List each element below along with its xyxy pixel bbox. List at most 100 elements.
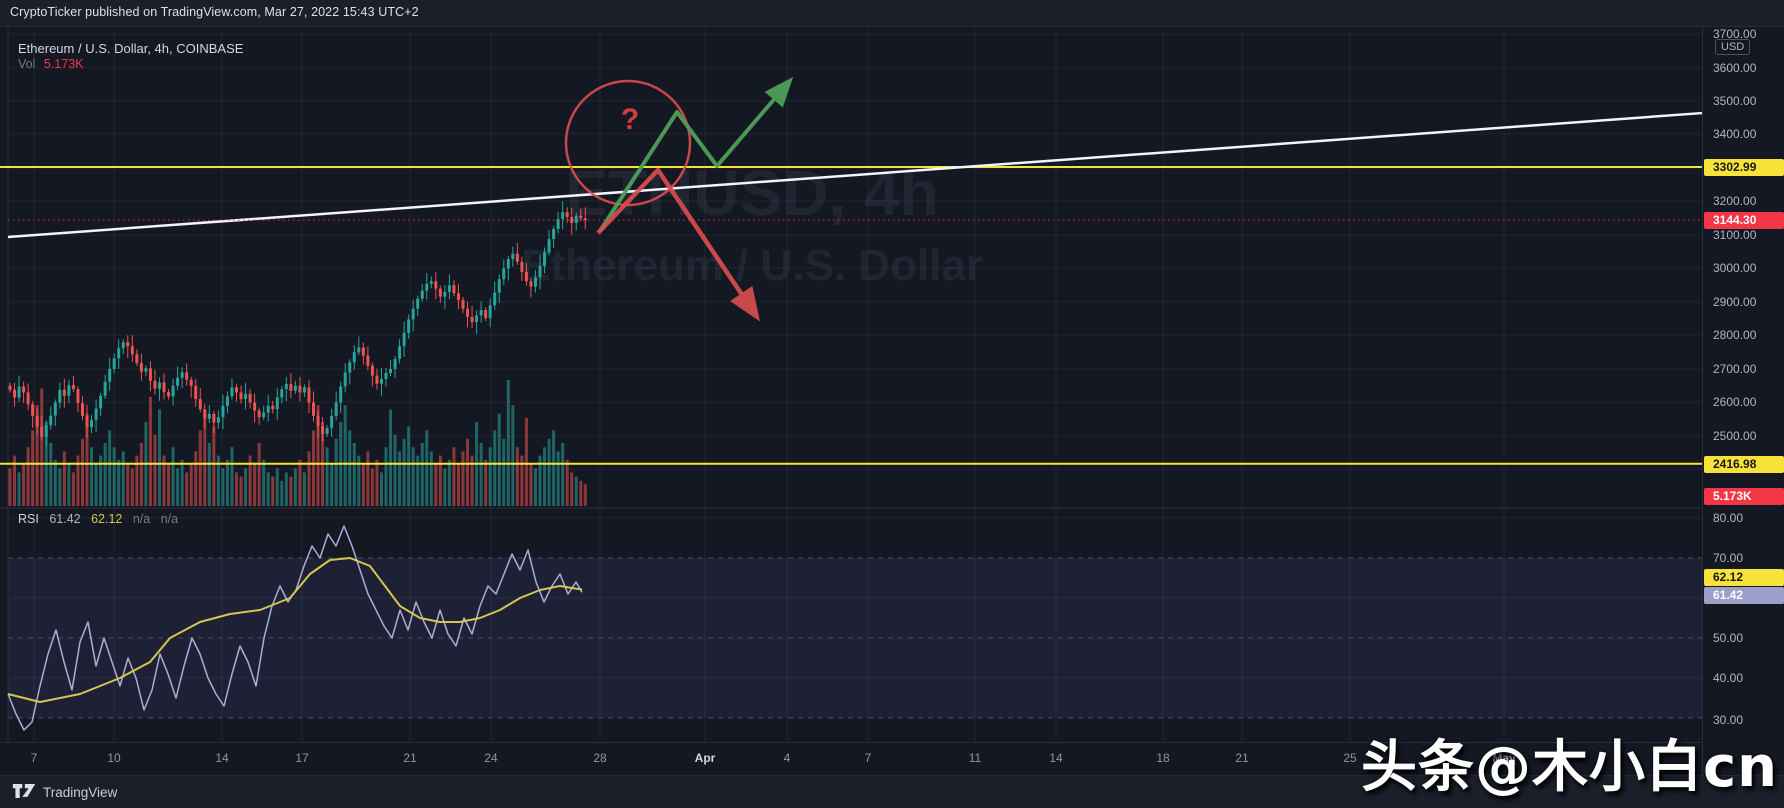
price-axis-label: 70.00 — [1713, 551, 1744, 565]
volume-bar — [185, 472, 189, 506]
price-axis-value-badge: 5.173K — [1704, 488, 1784, 505]
time-axis[interactable]: 7 10 14 17 21 24 28 Apr 4 7 11 14 18 21 25 May — [0, 742, 1702, 775]
candle — [552, 228, 556, 240]
volume-bar — [479, 443, 483, 506]
candle — [253, 402, 257, 411]
candle — [289, 384, 293, 391]
candle — [543, 252, 547, 266]
volume-bar — [153, 434, 157, 506]
candle — [538, 265, 542, 278]
volume-bar — [235, 472, 238, 506]
price-axis-label: 3200.00 — [1713, 194, 1757, 208]
volume-bar — [58, 468, 62, 506]
symbol-legend[interactable]: Ethereum / U.S. Dollar, 4h, COINBASE — [18, 41, 243, 56]
levels-and-trendlines-layer — [0, 111, 1703, 465]
volume-bar — [239, 476, 243, 506]
tradingview-logo-icon[interactable] — [12, 782, 36, 803]
volume-bar — [434, 464, 438, 506]
candle — [321, 425, 325, 434]
volume-bar — [130, 468, 134, 506]
price-axis-label: 2800.00 — [1713, 328, 1757, 342]
candle — [271, 405, 275, 410]
volume-bar — [574, 476, 578, 506]
candle — [393, 358, 397, 369]
candle — [71, 385, 75, 390]
rsi-legend[interactable]: RSI 61.42 62.12 n/a n/a — [18, 512, 178, 526]
candle — [429, 281, 433, 284]
time-axis-day-label: 14 — [215, 751, 229, 765]
candle — [49, 415, 53, 426]
candle — [506, 259, 510, 269]
volume-bar — [316, 405, 320, 506]
time-axis-day-label: 10 — [107, 751, 121, 765]
drawing-annotations-layer[interactable]: ? — [564, 76, 794, 322]
candle — [157, 382, 161, 389]
candle — [375, 375, 379, 384]
time-axis-day-label: 21 — [403, 751, 417, 765]
price-axis-label: 2500.00 — [1713, 429, 1757, 443]
bearish-arrow — [596, 167, 761, 322]
candle — [298, 385, 302, 393]
rsi-legend-name: RSI — [18, 512, 39, 526]
candle — [167, 392, 171, 397]
time-axis-month-label: Apr — [694, 751, 716, 765]
price-axis[interactable]: USD 3700.00 3600.00 3500.00 3400.00 3200.00 3… — [1702, 27, 1784, 775]
price-axis-label: 3100.00 — [1713, 228, 1757, 242]
time-axis-day-label: 25 — [1343, 751, 1357, 765]
candle — [511, 253, 515, 260]
volume-bar — [216, 455, 220, 506]
volume-bar — [171, 447, 175, 506]
volume-bar — [416, 455, 420, 506]
candle — [44, 425, 48, 437]
time-axis-day-label: 17 — [295, 751, 309, 765]
volume-bar — [379, 472, 383, 506]
tradingview-brand-text[interactable]: TradingView — [43, 784, 118, 800]
volume-bar — [17, 472, 21, 506]
volume-bar — [135, 455, 139, 506]
volume-bar — [22, 464, 26, 506]
candle — [40, 426, 44, 437]
volume-bar — [506, 380, 510, 506]
volume-bar — [180, 459, 184, 506]
volume-legend[interactable]: Vol 5.173K — [18, 57, 84, 71]
candle — [352, 352, 356, 363]
volume-bar — [583, 484, 587, 506]
volume-bar — [266, 472, 270, 506]
volume-bar — [49, 443, 53, 506]
volume-bar — [13, 455, 17, 506]
volume-bar — [162, 455, 166, 506]
candle — [411, 308, 415, 320]
volume-bar — [570, 472, 574, 506]
candle — [67, 385, 71, 396]
volume-bar — [334, 438, 338, 506]
candle — [497, 279, 501, 293]
volume-bar — [8, 468, 12, 506]
volume-bar — [429, 451, 433, 506]
price-axis-value-badge: 3302.99 — [1704, 159, 1784, 176]
candle — [17, 386, 21, 398]
volume-bar — [438, 455, 442, 506]
time-axis-day-label: 7 — [864, 751, 872, 765]
volume-bar — [112, 447, 116, 506]
candle — [26, 392, 30, 405]
candle — [203, 409, 207, 419]
volume-bar — [470, 455, 474, 506]
symbol-legend-text: Ethereum / U.S. Dollar, 4h, COINBASE — [18, 41, 244, 56]
candles-layer — [8, 201, 587, 446]
candle — [76, 389, 80, 404]
volume-bar — [407, 426, 411, 506]
volume-bar — [90, 447, 94, 506]
volume-bar — [139, 443, 143, 506]
candle — [99, 395, 103, 409]
candle — [452, 285, 456, 294]
candle — [53, 402, 57, 416]
price-axis-value-badge: 62.12 — [1704, 569, 1784, 586]
volume-bar — [466, 438, 470, 506]
candle — [58, 389, 62, 403]
volume-bar — [35, 405, 39, 506]
volume-bar — [515, 447, 519, 506]
price-axis-value-badge: 61.42 — [1704, 587, 1784, 604]
volume-bar — [280, 480, 284, 506]
volume-bar — [389, 409, 393, 506]
